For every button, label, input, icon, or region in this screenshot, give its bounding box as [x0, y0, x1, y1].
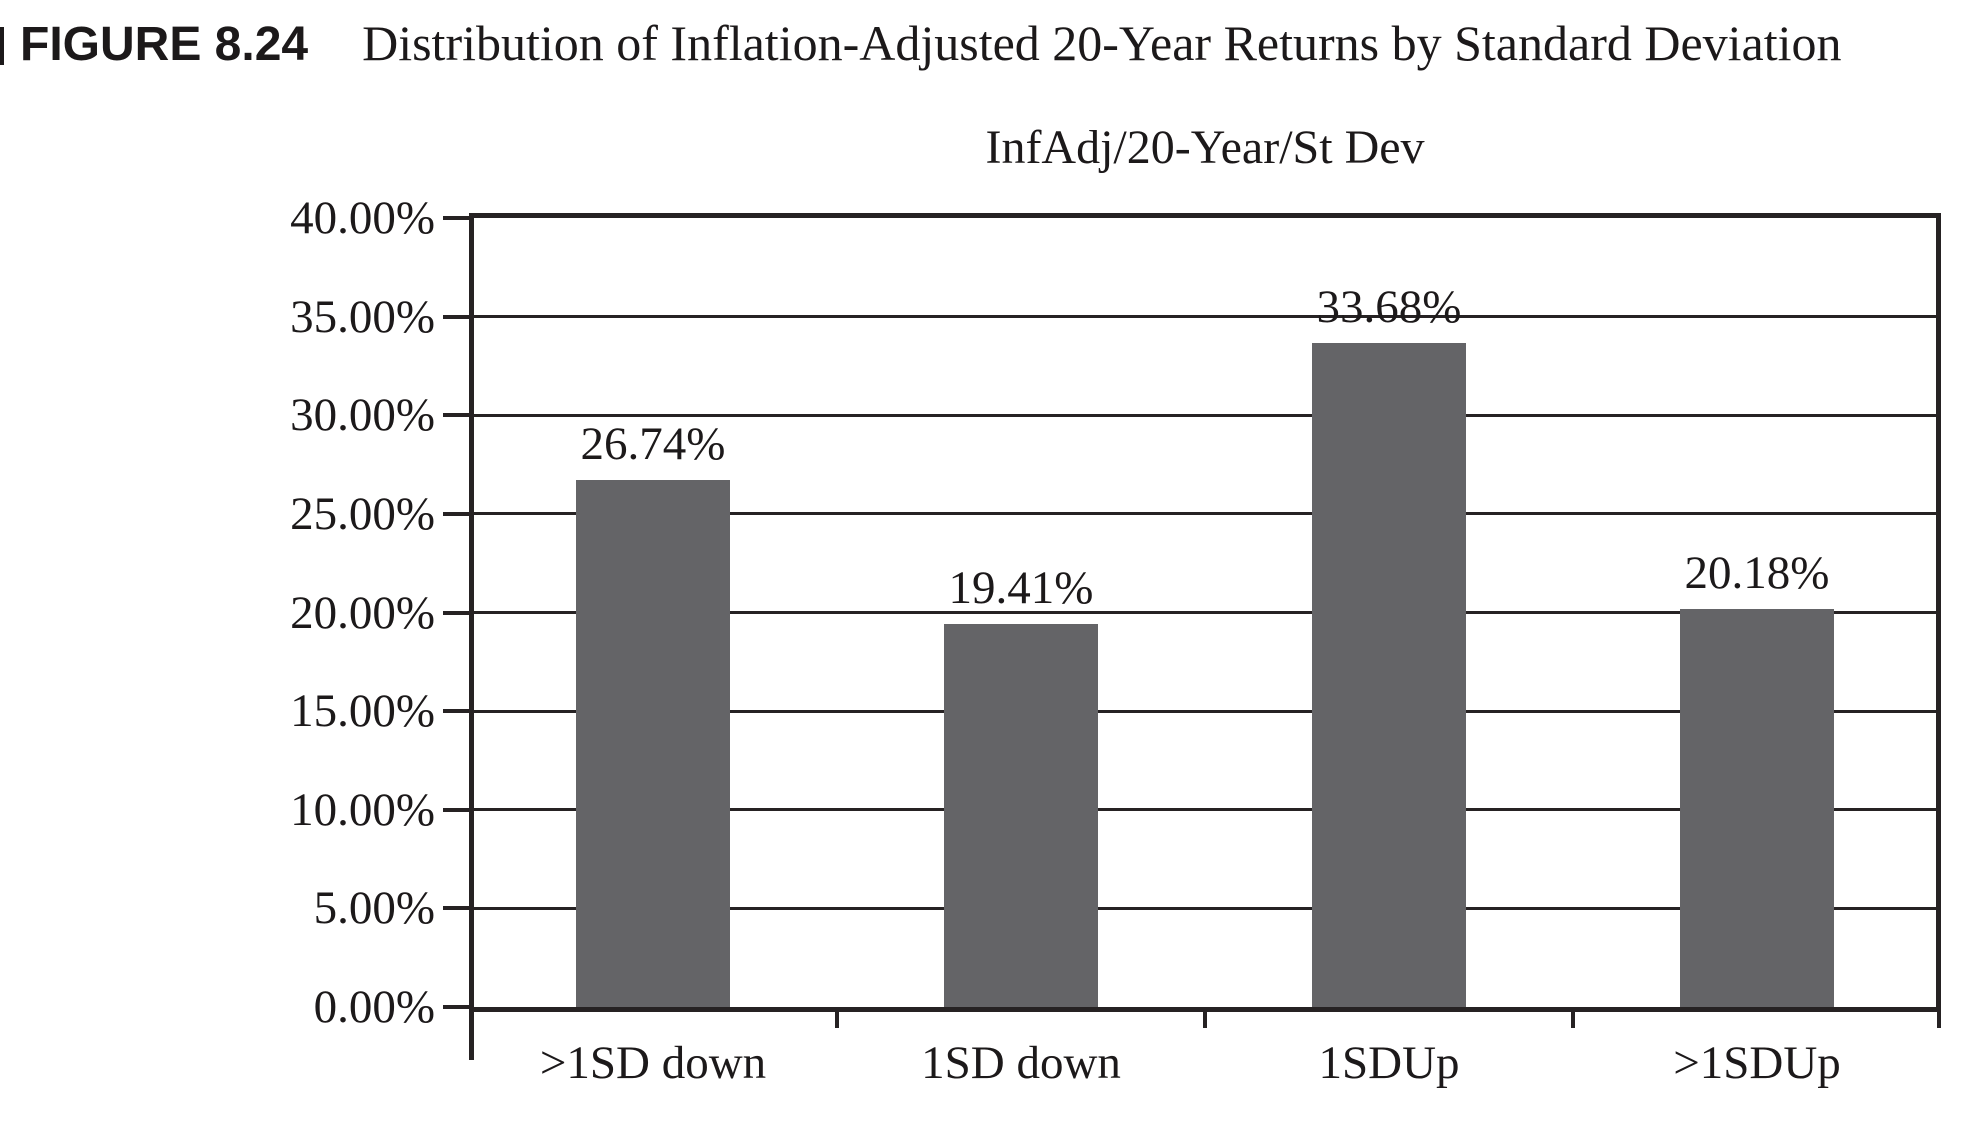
y-tick-label: 5.00%	[313, 882, 435, 935]
x-axis-label: 1SD down	[921, 1037, 1121, 1089]
gridline	[472, 808, 1938, 812]
gridline	[472, 611, 1938, 614]
x-tick	[835, 1012, 839, 1028]
gridline	[472, 709, 1938, 713]
y-tick	[443, 807, 469, 812]
y-tick-label: 35.00%	[290, 290, 435, 343]
x-axis-label: >1SD down	[539, 1037, 767, 1089]
bar-value-label: 26.74%	[580, 417, 726, 470]
y-tick	[443, 906, 469, 911]
bar-value-label: 19.41%	[948, 562, 1094, 615]
x-tick	[1203, 1012, 1207, 1028]
y-tick-label: 15.00%	[290, 685, 435, 738]
y-tick-label: 30.00%	[290, 389, 435, 442]
y-tick	[443, 413, 469, 418]
bar-value-label: 33.68%	[1316, 280, 1462, 333]
figure-number-label: FIGURE 8.24	[20, 18, 309, 71]
y-tick	[443, 511, 469, 516]
gridline	[472, 512, 1938, 516]
gridline	[472, 315, 1938, 319]
bar	[576, 479, 730, 1007]
plot-area: 26.74% 19.41% 33.68% 20.18%	[443, 213, 1941, 1060]
figure-header: FIGURE 8.24 Distribution of Inflation-Ad…	[20, 14, 1842, 72]
plot-frame-top	[469, 213, 1941, 218]
x-axis-label: 1SDUp	[1318, 1037, 1460, 1089]
y-tick-label: 25.00%	[290, 487, 435, 540]
gridline	[472, 413, 1938, 417]
y-tick-label: 20.00%	[290, 586, 435, 639]
y-axis-line	[469, 213, 474, 1060]
bar	[944, 624, 1098, 1007]
bar	[1680, 608, 1834, 1007]
plot-frame-right	[1936, 213, 1941, 1012]
gridline	[472, 906, 1938, 910]
y-tick-label: 0.00%	[313, 981, 435, 1033]
y-tick	[443, 314, 469, 319]
x-tick	[1937, 1012, 1941, 1028]
x-axis-line	[469, 1007, 1941, 1012]
x-tick	[1571, 1012, 1575, 1028]
y-tick	[443, 709, 469, 714]
y-tick	[443, 610, 469, 615]
figure-caption: Distribution of Inflation-Adjusted 20-Ye…	[362, 15, 1842, 71]
y-tick-label: 40.00%	[290, 192, 435, 244]
chart-title: InfAdj/20-Year/St Dev	[985, 121, 1425, 174]
bar	[1312, 342, 1466, 1007]
y-tick	[443, 1005, 469, 1009]
x-tick	[469, 1012, 473, 1028]
bar-value-label: 20.18%	[1684, 546, 1830, 599]
y-tick-label: 10.00%	[290, 783, 435, 836]
y-tick	[443, 216, 469, 220]
x-axis-label: >1SDUp	[1673, 1037, 1841, 1089]
page-edge-artifact	[0, 27, 4, 65]
